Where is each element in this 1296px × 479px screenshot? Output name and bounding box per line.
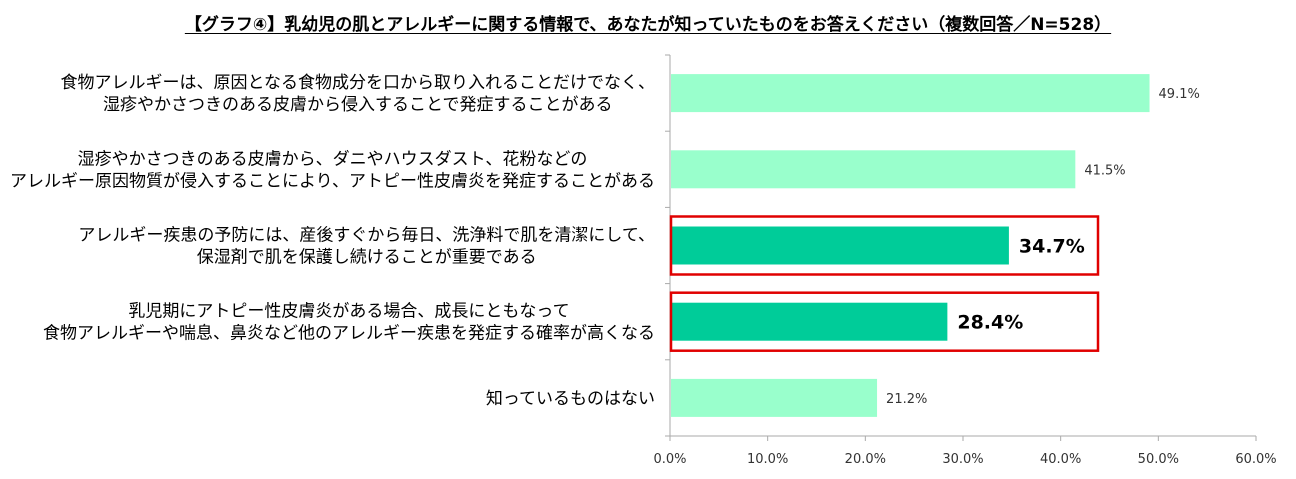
x-tick-label: 40.0% (1040, 452, 1081, 467)
category-label: 食物アレルギーは、原因となる食物成分を口から取り入れることだけでなく、 (61, 73, 656, 93)
x-tick-label: 60.0% (1235, 452, 1276, 467)
x-tick-label: 0.0% (653, 452, 686, 467)
data-label: 49.1% (1159, 87, 1200, 102)
bar (671, 226, 1009, 265)
bar (671, 74, 1150, 113)
category-label: 知っているものはない (486, 389, 655, 409)
highlight-box (669, 291, 1100, 352)
chart-title: 【グラフ④】乳幼児の肌とアレルギーに関する情報で、あなたが知っていたものをお答え… (184, 15, 1112, 35)
category-label: 乳児期にアトピー性皮膚炎がある場合、成長にともなって (128, 302, 569, 322)
category-label: アレルギー疾患の予防には、産後すぐから毎日、洗浄料で肌を清潔にして、 (78, 226, 655, 246)
x-tick-label: 10.0% (747, 452, 788, 467)
bar (671, 150, 1076, 189)
data-label: 21.2% (886, 392, 927, 407)
category-label: 湿疹やかさつきのある皮膚から侵入することで発症することがある (103, 95, 613, 115)
category-label: アレルギー原因物質が侵入することにより、アトピー性皮膚炎を発症することがある (10, 171, 655, 191)
data-label: 34.7% (1019, 236, 1085, 258)
x-tick-label: 20.0% (845, 452, 886, 467)
bar (671, 302, 948, 341)
category-label: 湿疹やかさつきのある皮膚から、ダニやハウスダスト、花粉などの (78, 149, 588, 169)
data-label: 28.4% (957, 312, 1023, 334)
category-label: 保湿剤で肌を保護し続けることが重要である (197, 248, 537, 268)
category-label: 食物アレルギーや喘息、鼻炎など他のアレルギー疾患を発症する確率が高くなる (43, 324, 655, 344)
bar (671, 378, 878, 417)
x-tick-label: 30.0% (942, 452, 983, 467)
data-label: 41.5% (1084, 163, 1125, 178)
x-tick-label: 50.0% (1138, 452, 1179, 467)
highlight-box (669, 215, 1100, 276)
